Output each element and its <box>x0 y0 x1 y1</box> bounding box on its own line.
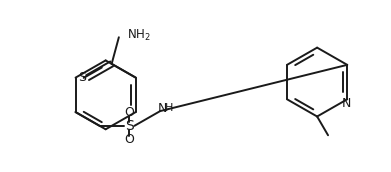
Text: S: S <box>79 71 87 84</box>
Text: N: N <box>342 97 351 110</box>
Text: O: O <box>124 106 135 119</box>
Text: H: H <box>165 103 174 113</box>
Text: NH$_2$: NH$_2$ <box>127 28 151 43</box>
Text: N: N <box>158 102 167 115</box>
Text: O: O <box>124 133 135 146</box>
Text: S: S <box>125 119 134 133</box>
